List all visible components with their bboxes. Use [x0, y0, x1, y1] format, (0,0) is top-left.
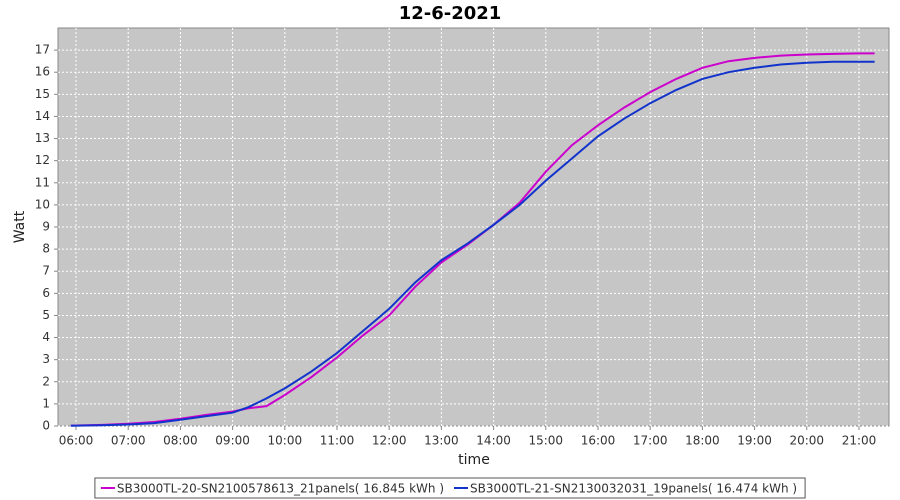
y-tick-label: 0 [42, 419, 50, 433]
y-tick-label: 14 [35, 109, 50, 123]
x-tick-label: 10:00 [268, 434, 303, 448]
y-tick-label: 7 [42, 264, 50, 278]
x-tick-label: 15:00 [528, 434, 563, 448]
chart-title: 12-6-2021 [399, 3, 502, 24]
x-tick-label: 14:00 [476, 434, 511, 448]
legend-label: SB3000TL-21-SN2130032031_19panels( 16.47… [470, 482, 797, 496]
series-line [70, 60, 875, 427]
y-tick-label: 17 [35, 43, 50, 57]
x-tick-label: 09:00 [215, 434, 250, 448]
y-axis-label: Watt [12, 210, 28, 243]
y-tick-label: 3 [42, 352, 50, 366]
x-tick-label: 13:00 [424, 434, 459, 448]
x-tick-label: 18:00 [685, 434, 720, 448]
legend-label: SB3000TL-20-SN2100578613_21panels( 16.84… [117, 482, 444, 496]
y-tick-label: 13 [35, 131, 50, 145]
x-tick-label: 07:00 [111, 434, 146, 448]
x-tick-label: 20:00 [789, 434, 824, 448]
y-tick-label: 10 [35, 197, 50, 211]
x-tick-label: 21:00 [842, 434, 877, 448]
y-tick-label: 6 [42, 286, 50, 300]
y-tick-label: 9 [42, 220, 50, 234]
legend-box [94, 477, 806, 499]
x-tick-label: 12:00 [372, 434, 407, 448]
y-tick-label: 1 [42, 396, 50, 410]
y-tick-label: 2 [42, 374, 50, 388]
x-tick-label: 17:00 [633, 434, 668, 448]
y-tick-label: 15 [35, 87, 50, 101]
y-tick-label: 4 [42, 330, 50, 344]
x-tick-label: 06:00 [59, 434, 94, 448]
x-tick-label: 08:00 [163, 434, 198, 448]
y-tick-label: 11 [35, 175, 50, 189]
x-tick-label: 11:00 [320, 434, 355, 448]
x-tick-label: 19:00 [737, 434, 772, 448]
y-tick-label: 8 [42, 242, 50, 256]
y-tick-label: 5 [42, 308, 50, 322]
y-tick-label: 16 [35, 65, 50, 79]
x-axis-label: time [458, 452, 490, 468]
y-tick-label: 12 [35, 153, 50, 167]
x-tick-label: 16:00 [581, 434, 616, 448]
